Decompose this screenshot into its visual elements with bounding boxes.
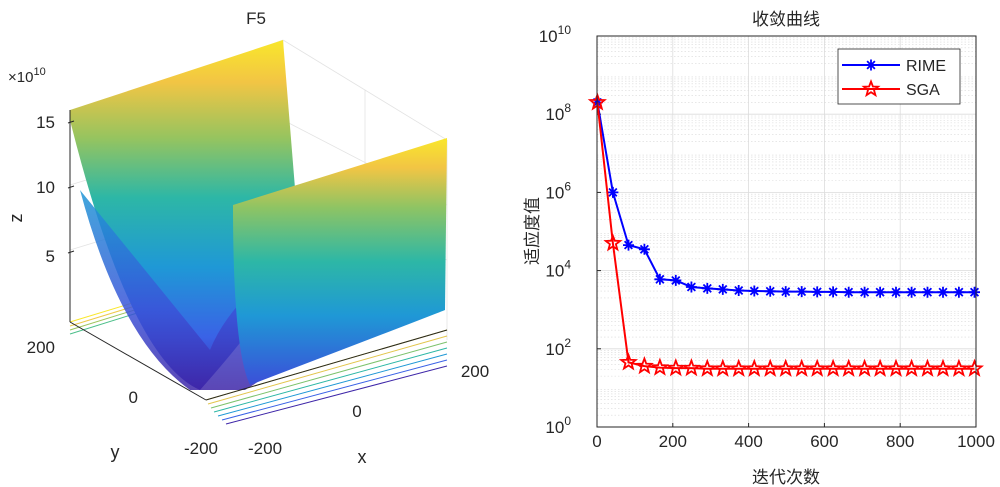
point-sga: [713, 358, 733, 377]
point-sga: [933, 358, 953, 377]
point-rime: [638, 243, 650, 255]
x-tick-0: 0: [352, 402, 361, 421]
legend: RIME SGA: [837, 48, 961, 105]
legend-rime-marker: [865, 59, 877, 71]
surface-title: F5: [246, 9, 266, 28]
point-rime: [922, 286, 933, 298]
legend-box: [837, 48, 961, 105]
point-sga: [870, 358, 890, 377]
x-tick-label: 200: [659, 432, 687, 451]
point-sga: [854, 358, 875, 377]
point-sga: [901, 358, 922, 377]
point-rime: [654, 273, 666, 285]
x-tick-label: 1000: [957, 432, 995, 451]
y-tick-label: 106: [545, 179, 571, 202]
point-sga: [918, 358, 937, 377]
x-tick-label: 0: [592, 432, 601, 451]
convergence-title: 收敛曲线: [752, 10, 820, 30]
point-sga: [618, 352, 639, 371]
convergence-x-label: 迭代次数: [752, 468, 820, 487]
legend-rime-label: RIME: [906, 58, 946, 75]
point-sga: [729, 358, 749, 377]
y-tick-200: 200: [27, 338, 55, 357]
point-sga: [697, 358, 717, 377]
x-tick-label: 600: [810, 432, 838, 451]
legend-sga-label: SGA: [906, 82, 940, 99]
series-line-sga: [596, 102, 975, 370]
point-rime: [670, 274, 682, 286]
convergence-axes: 100 102 104 106 108 1010 0 200 400 600 800 1000 收敛曲…: [523, 10, 995, 487]
z-tick-15: 15: [36, 113, 55, 132]
point-rime: [685, 281, 697, 293]
z-multiplier: ×1010: [8, 66, 46, 86]
point-sga: [839, 358, 859, 377]
y-tick-0: 0: [129, 388, 138, 407]
point-sga: [823, 358, 843, 377]
x-axis-label: x: [358, 447, 367, 467]
point-rime: [607, 186, 619, 198]
point-sga: [886, 358, 906, 377]
point-rime: [701, 282, 713, 294]
x-tick-neg200: -200: [248, 439, 282, 458]
y-tick-label: 102: [545, 336, 571, 359]
z-axis-label: z: [6, 214, 26, 223]
y-axis-label: y: [111, 442, 120, 462]
point-rime: [890, 286, 902, 298]
x-tick-label: 800: [886, 432, 914, 451]
surface-axis-lines: [67, 110, 448, 401]
point-rime: [796, 286, 808, 298]
y-tick-label: 1010: [539, 23, 572, 46]
convergence-series: [587, 92, 984, 377]
point-rime: [733, 285, 745, 296]
point-sga: [650, 357, 670, 376]
y-tick-label: 100: [545, 414, 571, 437]
y-tick-label: 108: [545, 101, 571, 124]
point-rime: [717, 283, 729, 295]
z-tick-5: 5: [46, 247, 55, 266]
surface-right-wall: [233, 138, 447, 385]
point-sga: [792, 358, 812, 377]
point-rime: [811, 286, 823, 298]
point-sga: [744, 358, 764, 377]
point-rime: [859, 286, 871, 298]
point-rime: [623, 239, 634, 251]
point-rime: [969, 286, 980, 298]
point-sga: [965, 358, 984, 377]
point-rime: [874, 286, 886, 298]
x-tick-label: 400: [734, 432, 762, 451]
point-sga: [603, 233, 623, 252]
point-sga: [807, 358, 827, 377]
legend-rime-marker-shape: [865, 59, 877, 71]
point-rime: [843, 286, 855, 298]
x-tick-200: 200: [461, 362, 489, 381]
y-tick-neg200: -200: [184, 439, 218, 458]
point-rime: [764, 285, 776, 297]
y-tick-label: 104: [545, 258, 571, 281]
point-sga: [949, 358, 969, 377]
point-rime: [827, 286, 839, 298]
legend-sga-marker: [861, 78, 881, 98]
point-sga: [776, 358, 796, 377]
z-tick-10: 10: [36, 178, 55, 197]
point-rime: [953, 286, 965, 298]
point-rime: [780, 286, 792, 298]
point-sga: [760, 358, 780, 377]
point-sga: [634, 356, 654, 375]
point-rime: [906, 286, 918, 298]
point-sga: [666, 358, 686, 377]
surface-axes: F5 ×1010 15 10 5 z 200 0 -200 y -200 0 2…: [6, 9, 489, 467]
convergence-y-label: 适应度值: [523, 197, 543, 265]
point-rime: [748, 285, 760, 297]
point-sga: [681, 358, 701, 377]
legend-sga-marker-shape: [861, 78, 881, 98]
point-rime: [937, 286, 949, 298]
plot-frame: [596, 35, 977, 428]
